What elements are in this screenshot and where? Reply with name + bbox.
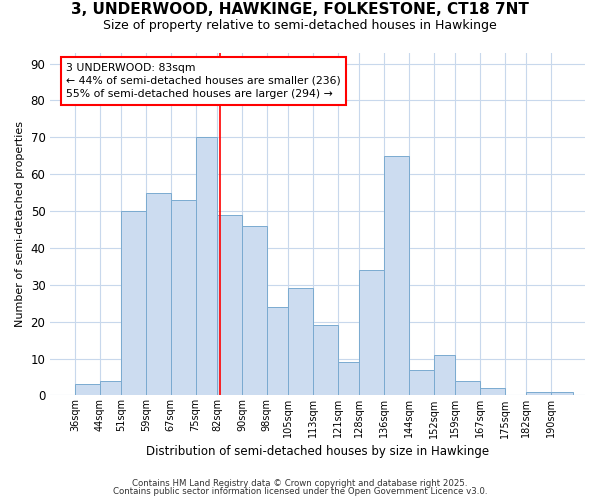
Bar <box>338 362 359 396</box>
Bar <box>288 288 313 396</box>
Bar <box>480 388 505 396</box>
X-axis label: Distribution of semi-detached houses by size in Hawkinge: Distribution of semi-detached houses by … <box>146 444 489 458</box>
Bar <box>217 214 242 396</box>
Text: 3 UNDERWOOD: 83sqm
← 44% of semi-detached houses are smaller (236)
55% of semi-d: 3 UNDERWOOD: 83sqm ← 44% of semi-detache… <box>67 63 341 99</box>
Bar <box>121 211 146 396</box>
Bar <box>384 156 409 396</box>
Bar <box>242 226 266 396</box>
Bar <box>75 384 100 396</box>
Text: Size of property relative to semi-detached houses in Hawkinge: Size of property relative to semi-detach… <box>103 20 497 32</box>
Bar <box>455 380 480 396</box>
Bar <box>196 138 217 396</box>
Bar <box>359 270 384 396</box>
Bar <box>551 392 572 396</box>
Bar <box>171 200 196 396</box>
Bar <box>434 355 455 396</box>
Text: Contains HM Land Registry data © Crown copyright and database right 2025.: Contains HM Land Registry data © Crown c… <box>132 478 468 488</box>
Bar <box>100 380 121 396</box>
Bar <box>313 326 338 396</box>
Y-axis label: Number of semi-detached properties: Number of semi-detached properties <box>15 121 25 327</box>
Bar <box>146 192 171 396</box>
Bar <box>409 370 434 396</box>
Bar <box>526 392 551 396</box>
Text: Contains public sector information licensed under the Open Government Licence v3: Contains public sector information licen… <box>113 487 487 496</box>
Bar <box>266 307 288 396</box>
Text: 3, UNDERWOOD, HAWKINGE, FOLKESTONE, CT18 7NT: 3, UNDERWOOD, HAWKINGE, FOLKESTONE, CT18… <box>71 2 529 18</box>
